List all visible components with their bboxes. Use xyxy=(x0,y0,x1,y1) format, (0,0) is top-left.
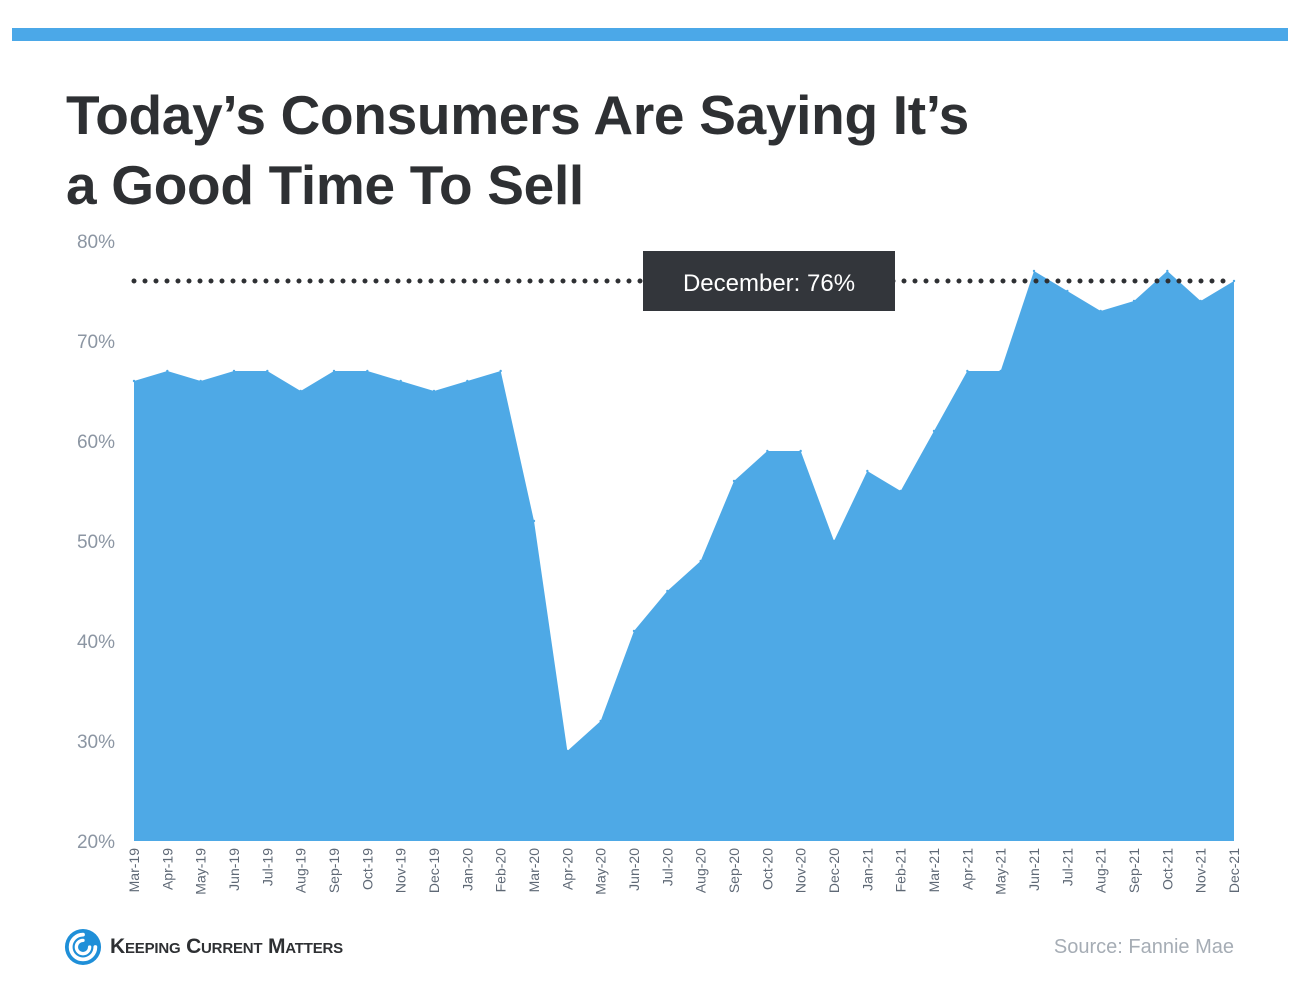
x-tick-label: Sep-20 xyxy=(726,848,742,893)
data-point xyxy=(132,379,136,383)
data-point xyxy=(499,369,502,373)
data-point xyxy=(1132,299,1136,303)
data-point xyxy=(299,389,302,393)
x-tick-label: Dec-21 xyxy=(1226,848,1242,893)
x-tick-label: Apr-20 xyxy=(559,848,575,890)
x-tick-label: Sep-19 xyxy=(326,848,342,893)
x-tick-label: Nov-20 xyxy=(793,848,809,893)
data-point xyxy=(1066,289,1069,293)
x-tick-label: Apr-19 xyxy=(159,848,175,890)
data-point xyxy=(1166,269,1169,273)
x-tick-label: Apr-21 xyxy=(959,848,975,890)
brand-name: Keeping Current Matters xyxy=(110,935,343,958)
y-tick-label: 20% xyxy=(77,832,115,853)
data-point xyxy=(166,369,169,373)
x-tick-label: Aug-19 xyxy=(293,848,309,893)
data-point xyxy=(432,389,436,393)
title-line-2: a Good Time To Sell xyxy=(66,154,584,216)
x-tick-label: Jan-21 xyxy=(859,848,875,891)
x-tick-label: Sep-21 xyxy=(1126,848,1142,893)
y-tick-label: 80% xyxy=(77,232,115,253)
x-tick-label: May-19 xyxy=(193,848,209,895)
area-series xyxy=(134,271,1234,841)
y-tick-label: 50% xyxy=(77,532,115,553)
data-point xyxy=(866,469,869,473)
x-tick-label: Dec-19 xyxy=(426,848,442,893)
x-tick-label: Dec-20 xyxy=(826,848,842,893)
data-point xyxy=(266,369,269,373)
data-point xyxy=(832,539,836,543)
y-tick-label: 30% xyxy=(77,732,115,753)
x-tick-label: Nov-21 xyxy=(1193,848,1209,893)
brand-logo: Keeping Current Matters xyxy=(64,927,343,967)
data-point xyxy=(632,629,636,633)
x-tick-label: Mar-20 xyxy=(526,848,542,893)
data-point xyxy=(1199,299,1202,303)
data-point xyxy=(666,589,669,593)
x-tick-label: Feb-20 xyxy=(493,848,509,893)
swirl-logo-icon xyxy=(64,928,102,966)
title-line-1: Today’s Consumers Are Saying It’s xyxy=(66,84,969,146)
x-tick-label: Jun-20 xyxy=(626,848,642,891)
x-tick-label: Aug-20 xyxy=(693,848,709,893)
x-tick-label: Feb-21 xyxy=(893,848,909,893)
data-point xyxy=(232,369,236,373)
x-tick-label: Oct-19 xyxy=(359,848,375,890)
data-point xyxy=(932,429,936,433)
source-note: Source: Fannie Mae xyxy=(1053,936,1234,958)
x-tick-label: Jul-21 xyxy=(1059,848,1075,886)
x-tick-label: May-21 xyxy=(993,848,1009,895)
callout-box xyxy=(643,251,895,311)
data-point xyxy=(599,719,602,723)
data-point xyxy=(999,369,1002,373)
data-point xyxy=(199,379,202,383)
x-tick-label: Aug-21 xyxy=(1093,848,1109,893)
y-tick-label: 60% xyxy=(77,432,115,453)
data-point xyxy=(366,369,369,373)
y-tick-label: 40% xyxy=(77,632,115,653)
data-point xyxy=(732,479,736,483)
x-tick-label: Mar-21 xyxy=(926,848,942,893)
data-point xyxy=(566,749,569,753)
data-point xyxy=(332,369,336,373)
data-point xyxy=(532,519,536,523)
x-tick-label: Jun-21 xyxy=(1026,848,1042,891)
data-point xyxy=(466,379,469,383)
chart-title: Today’s Consumers Are Saying It’s a Good… xyxy=(66,80,1066,220)
x-tick-label: Jun-19 xyxy=(226,848,242,891)
data-point xyxy=(1032,269,1036,273)
x-tick-label: Jul-20 xyxy=(659,848,675,886)
data-point xyxy=(399,379,402,383)
data-point xyxy=(699,559,702,563)
x-tick-label: Oct-21 xyxy=(1159,848,1175,890)
x-tick-label: Oct-20 xyxy=(759,848,775,890)
x-tick-label: Jan-20 xyxy=(459,848,475,891)
x-tick-label: Nov-19 xyxy=(393,848,409,893)
data-point xyxy=(1099,309,1102,313)
x-tick-label: Mar-19 xyxy=(126,848,142,893)
x-tick-label: Jul-19 xyxy=(259,848,275,886)
top-accent-bar xyxy=(12,28,1288,41)
data-point xyxy=(799,449,802,453)
callout-label: December: 76% xyxy=(683,270,855,297)
data-point xyxy=(1232,279,1236,283)
data-point xyxy=(766,449,769,453)
y-tick-label: 70% xyxy=(77,332,115,353)
data-point xyxy=(966,369,969,373)
data-point xyxy=(899,489,902,493)
x-tick-label: May-20 xyxy=(593,848,609,895)
